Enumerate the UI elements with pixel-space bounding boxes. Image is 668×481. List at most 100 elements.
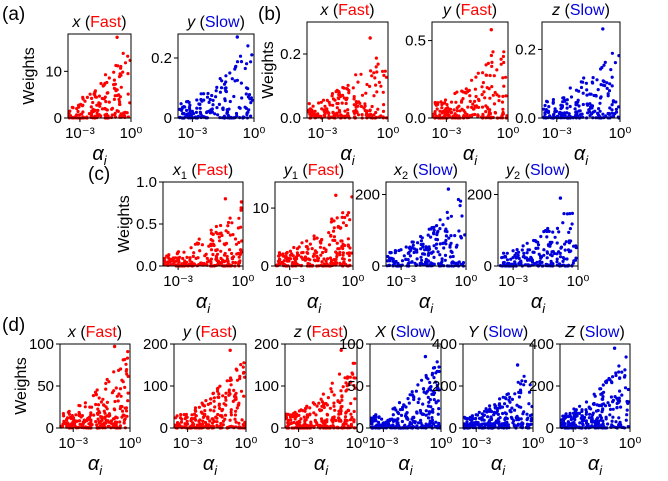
point <box>419 418 423 422</box>
point <box>444 238 448 243</box>
point <box>341 246 345 251</box>
point <box>608 106 612 110</box>
point <box>315 254 319 258</box>
point <box>213 112 217 116</box>
point <box>320 107 324 111</box>
subplot-title: y2 (Slow) <box>505 162 570 182</box>
point <box>568 115 573 119</box>
point <box>574 113 578 117</box>
point <box>517 262 521 266</box>
point <box>237 421 241 425</box>
panel-label-b: (b) <box>258 4 281 25</box>
point <box>465 112 469 117</box>
y-tick-label: 100 <box>339 336 364 353</box>
point <box>190 413 194 417</box>
point <box>422 387 426 391</box>
point <box>334 257 338 261</box>
point <box>189 246 193 250</box>
point <box>468 99 472 103</box>
point <box>610 51 615 55</box>
point <box>305 413 309 417</box>
point <box>391 413 395 417</box>
point <box>501 112 505 116</box>
point <box>434 103 438 107</box>
point <box>374 65 378 69</box>
point <box>532 250 536 254</box>
point <box>214 95 218 99</box>
point <box>329 220 333 224</box>
point <box>346 83 350 87</box>
point <box>570 211 575 215</box>
point <box>625 413 629 417</box>
point <box>339 226 343 230</box>
point <box>325 403 329 407</box>
point <box>617 370 621 374</box>
point <box>112 70 116 74</box>
point <box>499 57 503 61</box>
point <box>114 415 118 419</box>
title-variable: y <box>182 324 192 341</box>
point <box>80 422 84 427</box>
point <box>315 422 319 427</box>
points <box>178 35 254 120</box>
point <box>555 257 559 261</box>
point <box>317 401 321 405</box>
point <box>519 382 523 386</box>
point <box>225 111 229 115</box>
point <box>548 114 552 118</box>
point <box>521 244 525 248</box>
point <box>285 250 289 255</box>
point <box>399 413 404 417</box>
point <box>519 405 523 409</box>
point <box>224 241 229 245</box>
point <box>319 114 323 118</box>
title-subscript: 2 <box>402 170 408 182</box>
point <box>595 78 599 82</box>
point <box>280 261 284 266</box>
point <box>347 409 351 413</box>
x-tick-label: 10⁻³ <box>461 435 491 452</box>
point <box>175 252 179 256</box>
point <box>297 413 301 417</box>
point <box>430 392 434 396</box>
point <box>384 75 388 79</box>
point <box>372 94 376 98</box>
x-axis-label: αi <box>574 143 589 168</box>
point <box>114 386 118 390</box>
point <box>581 80 585 84</box>
point <box>364 91 368 95</box>
point <box>359 72 363 76</box>
point <box>577 89 581 93</box>
point <box>591 402 596 406</box>
point <box>214 248 218 252</box>
point <box>385 259 390 263</box>
point <box>522 374 526 378</box>
point <box>545 229 549 234</box>
point <box>528 383 532 387</box>
point <box>331 97 336 101</box>
points <box>431 28 509 120</box>
point <box>416 400 420 405</box>
point <box>408 254 412 258</box>
point <box>277 261 281 265</box>
point <box>359 104 363 108</box>
point <box>345 419 349 423</box>
point <box>520 379 524 383</box>
point <box>525 251 529 255</box>
point <box>400 259 405 263</box>
point <box>125 356 130 360</box>
point <box>502 84 506 88</box>
point <box>498 404 502 408</box>
point <box>341 85 345 90</box>
point <box>588 102 592 106</box>
x-tick-label: 10⁰ <box>235 435 258 452</box>
point <box>338 250 342 255</box>
point <box>501 107 505 111</box>
point <box>432 228 436 232</box>
point <box>466 105 470 109</box>
y-axis-label: Weights <box>21 47 38 105</box>
point <box>323 423 327 428</box>
point <box>432 376 436 380</box>
point <box>244 86 249 90</box>
y-tick-label: 200 <box>355 187 380 204</box>
